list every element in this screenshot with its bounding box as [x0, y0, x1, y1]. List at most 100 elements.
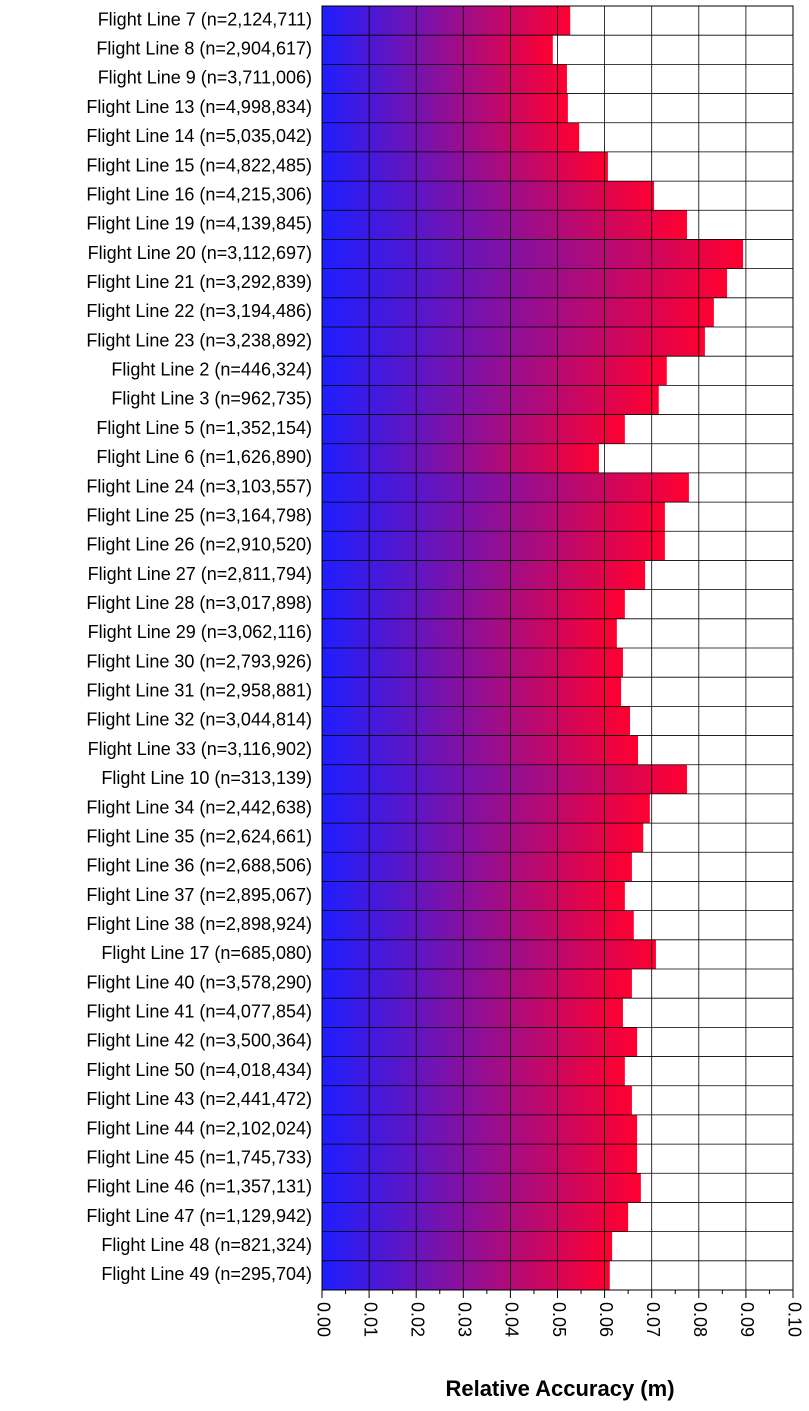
bar: [322, 998, 623, 1028]
y-tick-label: Flight Line 35 (n=2,624,661): [86, 826, 312, 846]
bar: [322, 531, 665, 561]
bar: [322, 268, 728, 298]
y-tick-label: Flight Line 26 (n=2,910,520): [86, 535, 312, 555]
y-tick-label: Flight Line 21 (n=3,292,839): [86, 272, 312, 292]
bar: [322, 939, 656, 969]
y-tick-label: Flight Line 9 (n=3,711,006): [98, 68, 312, 88]
y-tick-label: Flight Line 41 (n=4,077,854): [86, 1002, 312, 1022]
bar: [322, 618, 617, 648]
plot-border: [321, 5, 794, 1291]
y-tick-label: Flight Line 16 (n=4,215,306): [86, 184, 312, 204]
y-tick-label: Flight Line 7 (n=2,124,711): [98, 9, 312, 29]
x-tick-label: 0.08: [690, 1302, 710, 1337]
bar: [322, 560, 646, 590]
x-axis-title: Relative Accuracy (m): [445, 1376, 674, 1401]
bar: [322, 1260, 610, 1290]
y-tick-label: Flight Line 34 (n=2,442,638): [86, 797, 312, 817]
y-tick-label: Flight Line 3 (n=962,735): [111, 389, 312, 409]
bar: [322, 297, 714, 327]
bar: [322, 6, 571, 36]
y-tick-label: Flight Line 2 (n=446,324): [111, 360, 312, 380]
y-tick-label: Flight Line 37 (n=2,895,067): [86, 885, 312, 905]
y-tick-label: Flight Line 40 (n=3,578,290): [86, 972, 312, 992]
bar: [322, 706, 631, 736]
y-tick-label: Flight Line 5 (n=1,352,154): [96, 418, 312, 438]
y-tick-label: Flight Line 47 (n=1,129,942): [86, 1206, 312, 1226]
y-tick-label: Flight Line 28 (n=3,017,898): [86, 593, 312, 613]
y-tick-label: Flight Line 43 (n=2,441,472): [86, 1089, 312, 1109]
bar: [322, 1144, 638, 1174]
x-tick-label: 0.00: [313, 1302, 333, 1337]
y-tick-label: Flight Line 19 (n=4,139,845): [86, 214, 312, 234]
bar: [322, 327, 705, 357]
bar: [322, 472, 689, 503]
y-tick-label: Flight Line 50 (n=4,018,434): [86, 1060, 312, 1080]
bar: [322, 1173, 641, 1203]
y-tick-label: Flight Line 45 (n=1,745,733): [86, 1147, 312, 1167]
bar: [322, 910, 634, 940]
y-tick-label: Flight Line 25 (n=3,164,798): [86, 505, 312, 525]
bar: [322, 735, 639, 765]
bar: [322, 1027, 638, 1057]
x-tick-label: 0.07: [643, 1302, 663, 1337]
y-tick-label: Flight Line 13 (n=4,998,834): [86, 97, 312, 117]
bar: [322, 1056, 625, 1086]
y-tick-label: Flight Line 14 (n=5,035,042): [86, 126, 312, 146]
y-tick-label: Flight Line 30 (n=2,793,926): [86, 651, 312, 671]
x-tick-label: 0.09: [737, 1302, 757, 1337]
bar: [322, 764, 688, 794]
bar: [322, 239, 744, 269]
x-tick-label: 0.06: [596, 1302, 616, 1337]
bar: [322, 181, 655, 211]
y-tick-label: Flight Line 24 (n=3,103,557): [86, 476, 312, 496]
bar: [322, 414, 625, 444]
y-tick-label: Flight Line 29 (n=3,062,116): [88, 622, 312, 642]
y-tick-label: Flight Line 33 (n=3,116,902): [88, 739, 312, 759]
y-tick-label: Flight Line 49 (n=295,704): [101, 1264, 312, 1284]
bar: [322, 589, 625, 619]
bar: [322, 793, 650, 824]
x-tick-label: 0.01: [360, 1302, 380, 1337]
bar: [322, 151, 608, 182]
bar: [322, 210, 688, 240]
x-tick-label: 0.03: [455, 1302, 475, 1337]
bar: [322, 969, 632, 999]
y-tick-label: Flight Line 38 (n=2,898,924): [86, 914, 312, 934]
y-tick-label: Flight Line 44 (n=2,102,024): [86, 1118, 312, 1138]
bar: [322, 1114, 638, 1145]
y-tick-label: Flight Line 20 (n=3,112,697): [88, 243, 312, 263]
x-tick-label: 0.05: [549, 1302, 569, 1337]
bar: [322, 502, 665, 532]
y-tick-label: Flight Line 23 (n=3,238,892): [86, 330, 312, 350]
bar: [322, 648, 623, 678]
bar: [322, 823, 644, 853]
bar: [322, 93, 568, 123]
bar: [322, 443, 599, 473]
bar: [322, 122, 580, 152]
y-tick-label: Flight Line 22 (n=3,194,486): [86, 301, 312, 321]
y-tick-label: Flight Line 46 (n=1,357,131): [86, 1177, 312, 1197]
bar: [322, 35, 553, 65]
bar: [322, 1085, 632, 1115]
y-tick-label: Flight Line 10 (n=313,139): [101, 768, 312, 788]
y-tick-label: Flight Line 31 (n=2,958,881): [86, 681, 312, 701]
bar: [322, 852, 632, 882]
x-tick-label: 0.02: [407, 1302, 427, 1337]
y-tick-label: Flight Line 48 (n=821,324): [101, 1235, 312, 1255]
bar: [322, 1231, 613, 1261]
bar: [322, 356, 667, 386]
y-tick-label: Flight Line 27 (n=2,811,794): [88, 564, 312, 584]
bar: [322, 385, 659, 415]
y-tick-label: Flight Line 32 (n=3,044,814): [86, 710, 312, 730]
y-tick-label: Flight Line 6 (n=1,626,890): [96, 447, 312, 467]
y-tick-label: Flight Line 15 (n=4,822,485): [86, 155, 312, 175]
bar: [322, 64, 567, 94]
y-tick-label: Flight Line 42 (n=3,500,364): [86, 1031, 312, 1051]
bar: [322, 677, 622, 707]
y-tick-label: Flight Line 17 (n=685,080): [101, 943, 312, 963]
bar: [322, 1202, 629, 1232]
x-tick-label: 0.04: [502, 1302, 522, 1337]
y-tick-label: Flight Line 8 (n=2,904,617): [96, 39, 312, 59]
x-tick-label: 0.10: [784, 1302, 804, 1337]
